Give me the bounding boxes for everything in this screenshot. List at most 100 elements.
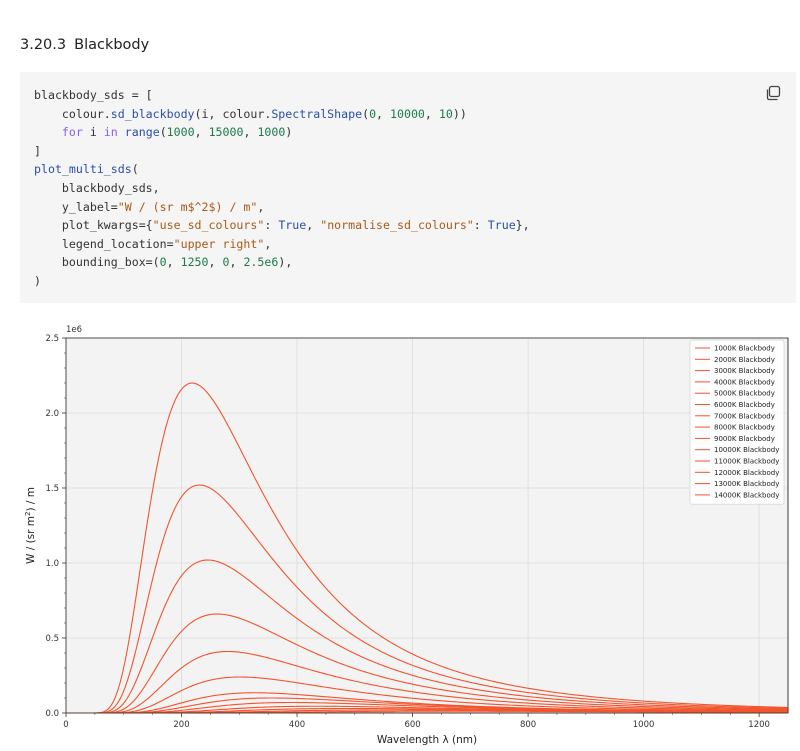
code-token: ) [34,273,41,288]
code-line: ) [34,274,41,288]
code-line: colour.sd_blackbody(i, colour.SpectralSh… [34,107,467,121]
code-token: plot_kwargs={ [34,218,153,233]
x-tick-label: 0 [63,720,68,730]
legend-entry: 4000K Blackbody [714,378,775,386]
code-token: "upper right" [173,236,265,251]
code-token: for [61,125,83,140]
x-tick-label: 1200 [748,720,770,730]
code-token: True [278,218,307,233]
axes-frame [65,337,789,714]
code-token: , [243,125,258,140]
code-token: blackbody_sds, [34,180,160,195]
legend: 1000K Blackbody 2000K Blackbody 3000K Blac… [689,339,785,505]
code-token [34,125,62,139]
series-line [67,382,789,714]
legend-entry: 13000K Blackbody [714,480,779,488]
code-token: ] [34,143,41,158]
legend-entry: 6000K Blackbody [714,401,775,409]
y-tick-label: 0.5 [45,634,59,644]
x-tick-label: 800 [520,720,536,730]
series-line [67,692,789,714]
x-tick-label: 400 [289,720,305,730]
y-tick-label: 2.5 [45,334,59,344]
chart: 0 200 400 600 800 1000 1200 0.0 0.5 1.0 1.5 2.0 2.5 … [0,318,800,751]
code-token: , [306,218,321,233]
legend-entry: 9000K Blackbody [714,435,775,443]
code-token: SpectralShape [271,106,363,121]
section-title: Blackbody [74,37,150,53]
code-token: plot_multi_sds [34,162,132,177]
code-token: colour. [34,106,111,121]
plot-area [65,337,789,714]
code-token: , [264,236,272,251]
y-tick-label: 1.5 [45,484,59,494]
code-token: y_label= [34,199,118,214]
code-token: , [208,255,223,270]
legend-box [689,339,785,505]
axes: 0 200 400 600 800 1000 1200 0.0 0.5 1.0 1.5 2.0 2.5 [45,334,789,730]
code-line: bounding_box=(0, 1250, 0, 2.5e6), [34,255,292,269]
code-token: }, [515,218,530,233]
legend-entry: 12000K Blackbody [714,469,779,477]
x-tick-label: 1000 [633,720,655,730]
code-token: 1000 [257,125,286,140]
code-token: ( [159,125,167,140]
legend-entry: 2000K Blackbody [714,356,775,364]
series-line [67,559,789,714]
code-token: 15000 [208,125,244,140]
code-token: , [229,255,244,270]
code-token: , [376,106,391,121]
code-line: for i in range(1000, 15000, 1000) [34,125,292,139]
code-token: True [487,218,516,233]
section-number: 3.20.3 [20,37,67,53]
code-line: legend_location="upper right", [34,237,271,251]
series-line [67,676,789,714]
legend-entry: 1000K Blackbody [714,345,775,353]
code-token: 1250 [180,255,209,270]
legend-entry: 11000K Blackbody [714,458,779,466]
code-line: plot_kwargs={"use_sd_colours": True, "no… [34,218,530,232]
code-token: legend_location= [34,236,174,251]
code-token: ), [278,255,293,270]
code-token: 0 [159,255,167,270]
series-line [67,484,789,714]
code-token: bounding_box=( [34,255,160,270]
code-token: 0 [369,106,377,121]
x-tick-label: 600 [404,720,420,730]
code-token: , [424,106,439,121]
code-token: blackbody_sds = [ [34,88,153,102]
code-token: )) [452,106,467,121]
legend-entry: 7000K Blackbody [714,412,775,420]
legend-entry: 10000K Blackbody [714,446,779,454]
series-line [67,650,789,714]
series-line [67,613,789,714]
code-line: blackbody_sds, [34,181,160,195]
section-heading: 3.20.3 Blackbody [20,37,149,53]
y-tick-label: 0.0 [45,709,59,719]
code-token: 10 [438,106,453,121]
code-token: "use_sd_colours" [152,218,265,233]
copy-button[interactable] [764,84,782,102]
x-tick-label: 200 [173,720,189,730]
code-token: 1000 [166,125,195,140]
code-token [118,125,125,139]
code-token: , [194,125,209,140]
code-content: blackbody_sds = [ colour.sd_blackbody(i,… [34,86,530,291]
code-line: blackbody_sds = [ [34,88,153,102]
code-line: y_label="W / (sr m$^2$) / m", [34,200,264,214]
code-token: "W / (sr m$^2$) / m" [117,199,258,214]
code-token: : [264,218,279,233]
code-token: sd_blackbody [110,106,195,121]
code-token: 0 [222,255,230,270]
code-token: in [103,125,118,140]
legend-entry: 5000K Blackbody [714,390,775,398]
code-token: i [82,125,104,140]
y-offset-label: 1e6 [66,325,82,335]
code-token: (i, colour. [194,106,272,121]
code-token: "normalise_sd_colours" [320,218,474,233]
code-block: blackbody_sds = [ colour.sd_blackbody(i,… [20,72,796,303]
legend-entry: 14000K Blackbody [714,491,779,499]
legend-entry: 3000K Blackbody [714,367,775,375]
code-token: 10000 [390,106,425,121]
legend-entry: 8000K Blackbody [714,424,775,432]
